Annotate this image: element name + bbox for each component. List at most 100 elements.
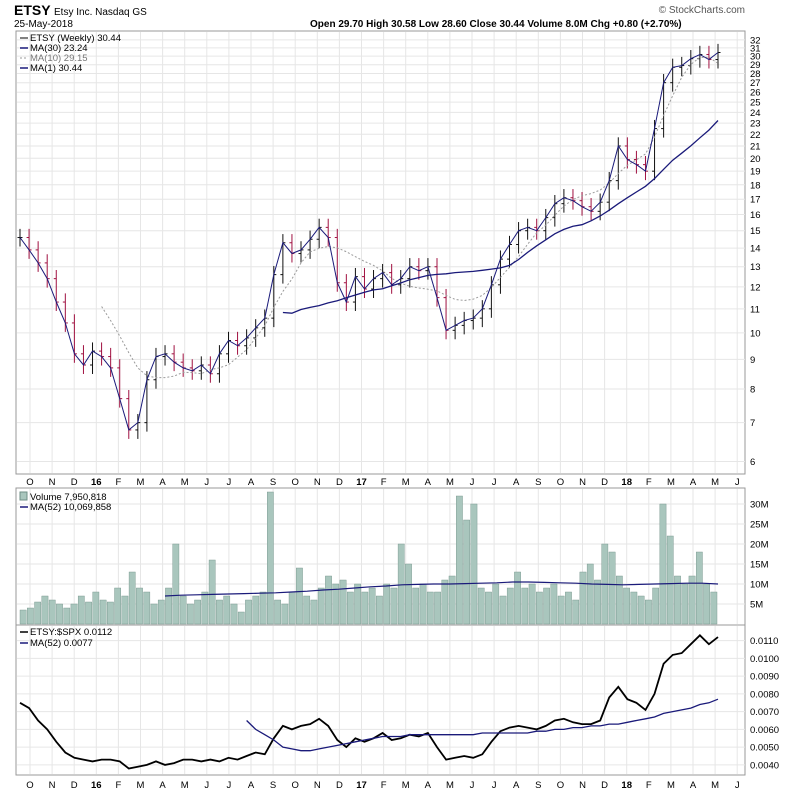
volume-bar (121, 595, 129, 625)
volume-bar (492, 583, 500, 625)
x-tick-label: N (579, 477, 586, 488)
x-tick-label: F (646, 477, 652, 488)
y-tick-label: 6 (750, 457, 755, 468)
series-lines (17, 43, 721, 770)
y-tick-label: 29 (750, 60, 761, 71)
x-tick-label: M (137, 477, 145, 488)
x-tick-label: M (667, 477, 675, 488)
ma1-label: MA(1) 30.44 (30, 63, 82, 74)
x-tick-label: J (470, 477, 475, 488)
ratio-tick-label: 0.0110 (750, 636, 778, 647)
volume-bar (543, 587, 550, 625)
volume-bar (390, 587, 398, 625)
volume-bar (223, 595, 231, 625)
volume-bar (230, 603, 238, 625)
volume-bar (383, 583, 391, 625)
volume-bar (339, 579, 347, 625)
x-tick-label: S (535, 780, 541, 791)
x-tick-label: J (735, 477, 740, 488)
volume-bar (659, 503, 667, 625)
volume-ma-label: MA(52) 10,069,858 (30, 502, 111, 513)
volume-bar (179, 595, 187, 625)
volume-bar (34, 601, 42, 625)
x-tick-label: M (446, 477, 454, 488)
y-tick-label: 32 (750, 35, 761, 46)
volume-bar (448, 575, 456, 625)
volume-bar (637, 595, 645, 625)
volume-bar (19, 609, 27, 625)
x-tick-label: N (314, 780, 321, 791)
volume-bar (114, 587, 121, 625)
x-tick-label: 16 (91, 477, 102, 488)
y-tick-label: 28 (750, 69, 761, 80)
price-panel (15, 30, 746, 475)
ratio-title: ETSY:$SPX 0.0112 (30, 627, 112, 638)
x-tick-label: F (115, 780, 121, 791)
x-tick-label: A (159, 477, 166, 488)
ratio-line (19, 634, 719, 770)
volume-bar (70, 603, 78, 625)
ratio-tick-label: 0.0050 (750, 743, 779, 754)
x-tick-label: 16 (91, 780, 102, 791)
x-tick-label: O (292, 780, 299, 791)
y-tick-label: 18 (750, 180, 761, 191)
volume-bar (128, 571, 136, 625)
company: Etsy Inc. Nasdaq GS (54, 7, 147, 18)
volume-bar (165, 587, 172, 625)
y-tick-label: 26 (750, 88, 761, 99)
volume-bar (688, 575, 696, 625)
axis-ticks: 6 7 8 9 10 11 12 13 14 15 16 17 18 19 20 21222324252627… (26, 35, 779, 791)
volume-bar (245, 599, 252, 625)
volume-bar (150, 603, 158, 625)
y-tick-label: 17 (750, 195, 761, 206)
volume-bar (252, 595, 260, 625)
x-tick-label: N (579, 780, 586, 791)
y-tick-label: 27 (750, 78, 761, 89)
x-tick-label: O (26, 477, 33, 488)
x-tick-label: S (270, 477, 276, 488)
volume-bar (630, 591, 638, 625)
x-tick-label: O (26, 780, 33, 791)
volume-bar (695, 551, 703, 625)
volume-bar (303, 595, 311, 625)
x-tick-label: M (181, 477, 189, 488)
volume-bar (208, 559, 216, 625)
ratio-tick-label: 0.0080 (750, 689, 779, 700)
y-tick-label: 11 (750, 304, 760, 315)
x-tick-label: A (248, 780, 255, 791)
y-tick-label: 19 (750, 167, 761, 178)
date: 25-May-2018 (14, 19, 73, 30)
volume-bar (528, 583, 536, 625)
x-tick-label: N (49, 477, 56, 488)
x-tick-label: M (446, 780, 454, 791)
volume-bar (426, 591, 434, 625)
ma10-line (101, 56, 719, 379)
volume-bar (368, 587, 376, 625)
ma30-line (282, 120, 719, 314)
y-tick-label: 31 (750, 43, 761, 54)
volume-bars (19, 491, 719, 625)
volume-bar (136, 587, 143, 625)
volume-bar (616, 575, 623, 625)
volume-bar (332, 583, 340, 625)
x-tick-label: J (204, 477, 209, 488)
volume-bar (594, 579, 601, 625)
volume-bar (419, 583, 427, 625)
ratio-legend: ETSY:$SPX 0.0112 MA(52) 0.0077 (20, 627, 112, 649)
x-tick-label: M (711, 780, 719, 791)
volume-bar (434, 591, 441, 625)
x-tick-label: A (159, 780, 166, 791)
volume-bar (92, 591, 100, 625)
ma1-line (19, 52, 719, 431)
x-tick-label: D (601, 477, 608, 488)
x-tick-label: S (270, 780, 276, 791)
price-legend: ETSY (Weekly) 30.44 MA(30) 23.24 MA(10) … (20, 33, 121, 74)
volume-tick-label: 5M (750, 600, 763, 611)
volume-bar (361, 591, 369, 625)
volume-bar (681, 583, 689, 625)
volume-bar (666, 535, 674, 625)
price-title: ETSY (Weekly) 30.44 (30, 33, 121, 44)
y-tick-label: 7 (750, 418, 755, 429)
y-tick-label: 23 (750, 119, 761, 130)
